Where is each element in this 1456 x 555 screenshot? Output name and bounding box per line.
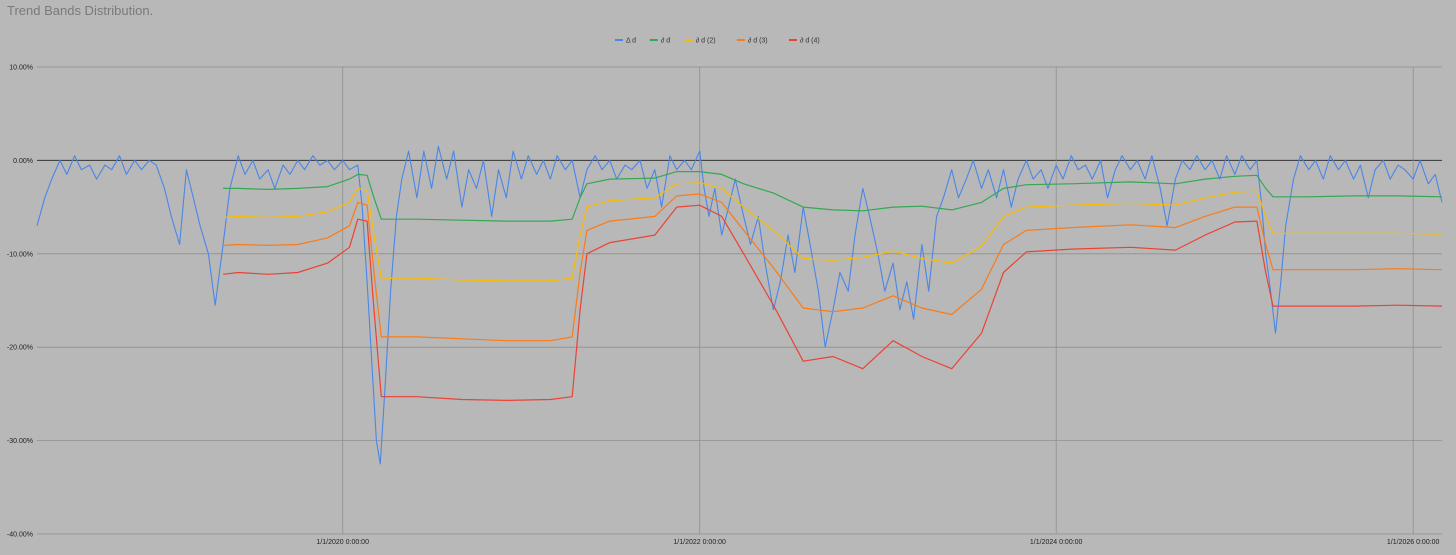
series-line-3 — [223, 193, 1443, 342]
x-axis-tick-labels: 1/1/2020 0:00:00 1/1/2022 0:00:00 1/1/2024… — [316, 539, 1439, 546]
y-tick-label: -10.00% — [7, 251, 33, 258]
legend-label: ∂ d (2) — [696, 38, 716, 45]
series-lines — [36, 145, 1443, 465]
series-line-4 — [223, 204, 1443, 401]
y-tick-label: -30.00% — [7, 438, 33, 445]
legend: Δ d ∂ d ∂ d (2) ∂ d (3) ∂ d (4) — [614, 38, 820, 45]
series-line-0 — [36, 145, 1443, 465]
series-line-2 — [223, 182, 1443, 282]
legend-label: ∂ d (3) — [748, 38, 768, 45]
legend-label: Δ d — [626, 38, 636, 45]
legend-label: ∂ d (4) — [800, 38, 820, 45]
y-tick-label: 10.00% — [9, 65, 33, 72]
y-axis-tick-labels: 10.00% 0.00% -10.00% -20.00% -30.00% -40.00% — [7, 65, 33, 539]
x-tick-label: 1/1/2024 0:00:00 — [1030, 539, 1083, 546]
series-line-1 — [223, 171, 1443, 222]
legend-label: ∂ d — [661, 38, 670, 45]
y-tick-label: -20.00% — [7, 345, 33, 352]
y-tick-label: 0.00% — [13, 158, 33, 165]
x-tick-label: 1/1/2022 0:00:00 — [673, 539, 726, 546]
chart-title: Trend Bands Distribution. — [7, 3, 154, 18]
grid-lines — [37, 66, 1442, 535]
y-tick-label: -40.00% — [7, 532, 33, 539]
x-tick-label: 1/1/2020 0:00:00 — [316, 539, 369, 546]
x-tick-label: 1/1/2026 0:00:00 — [1387, 539, 1440, 546]
